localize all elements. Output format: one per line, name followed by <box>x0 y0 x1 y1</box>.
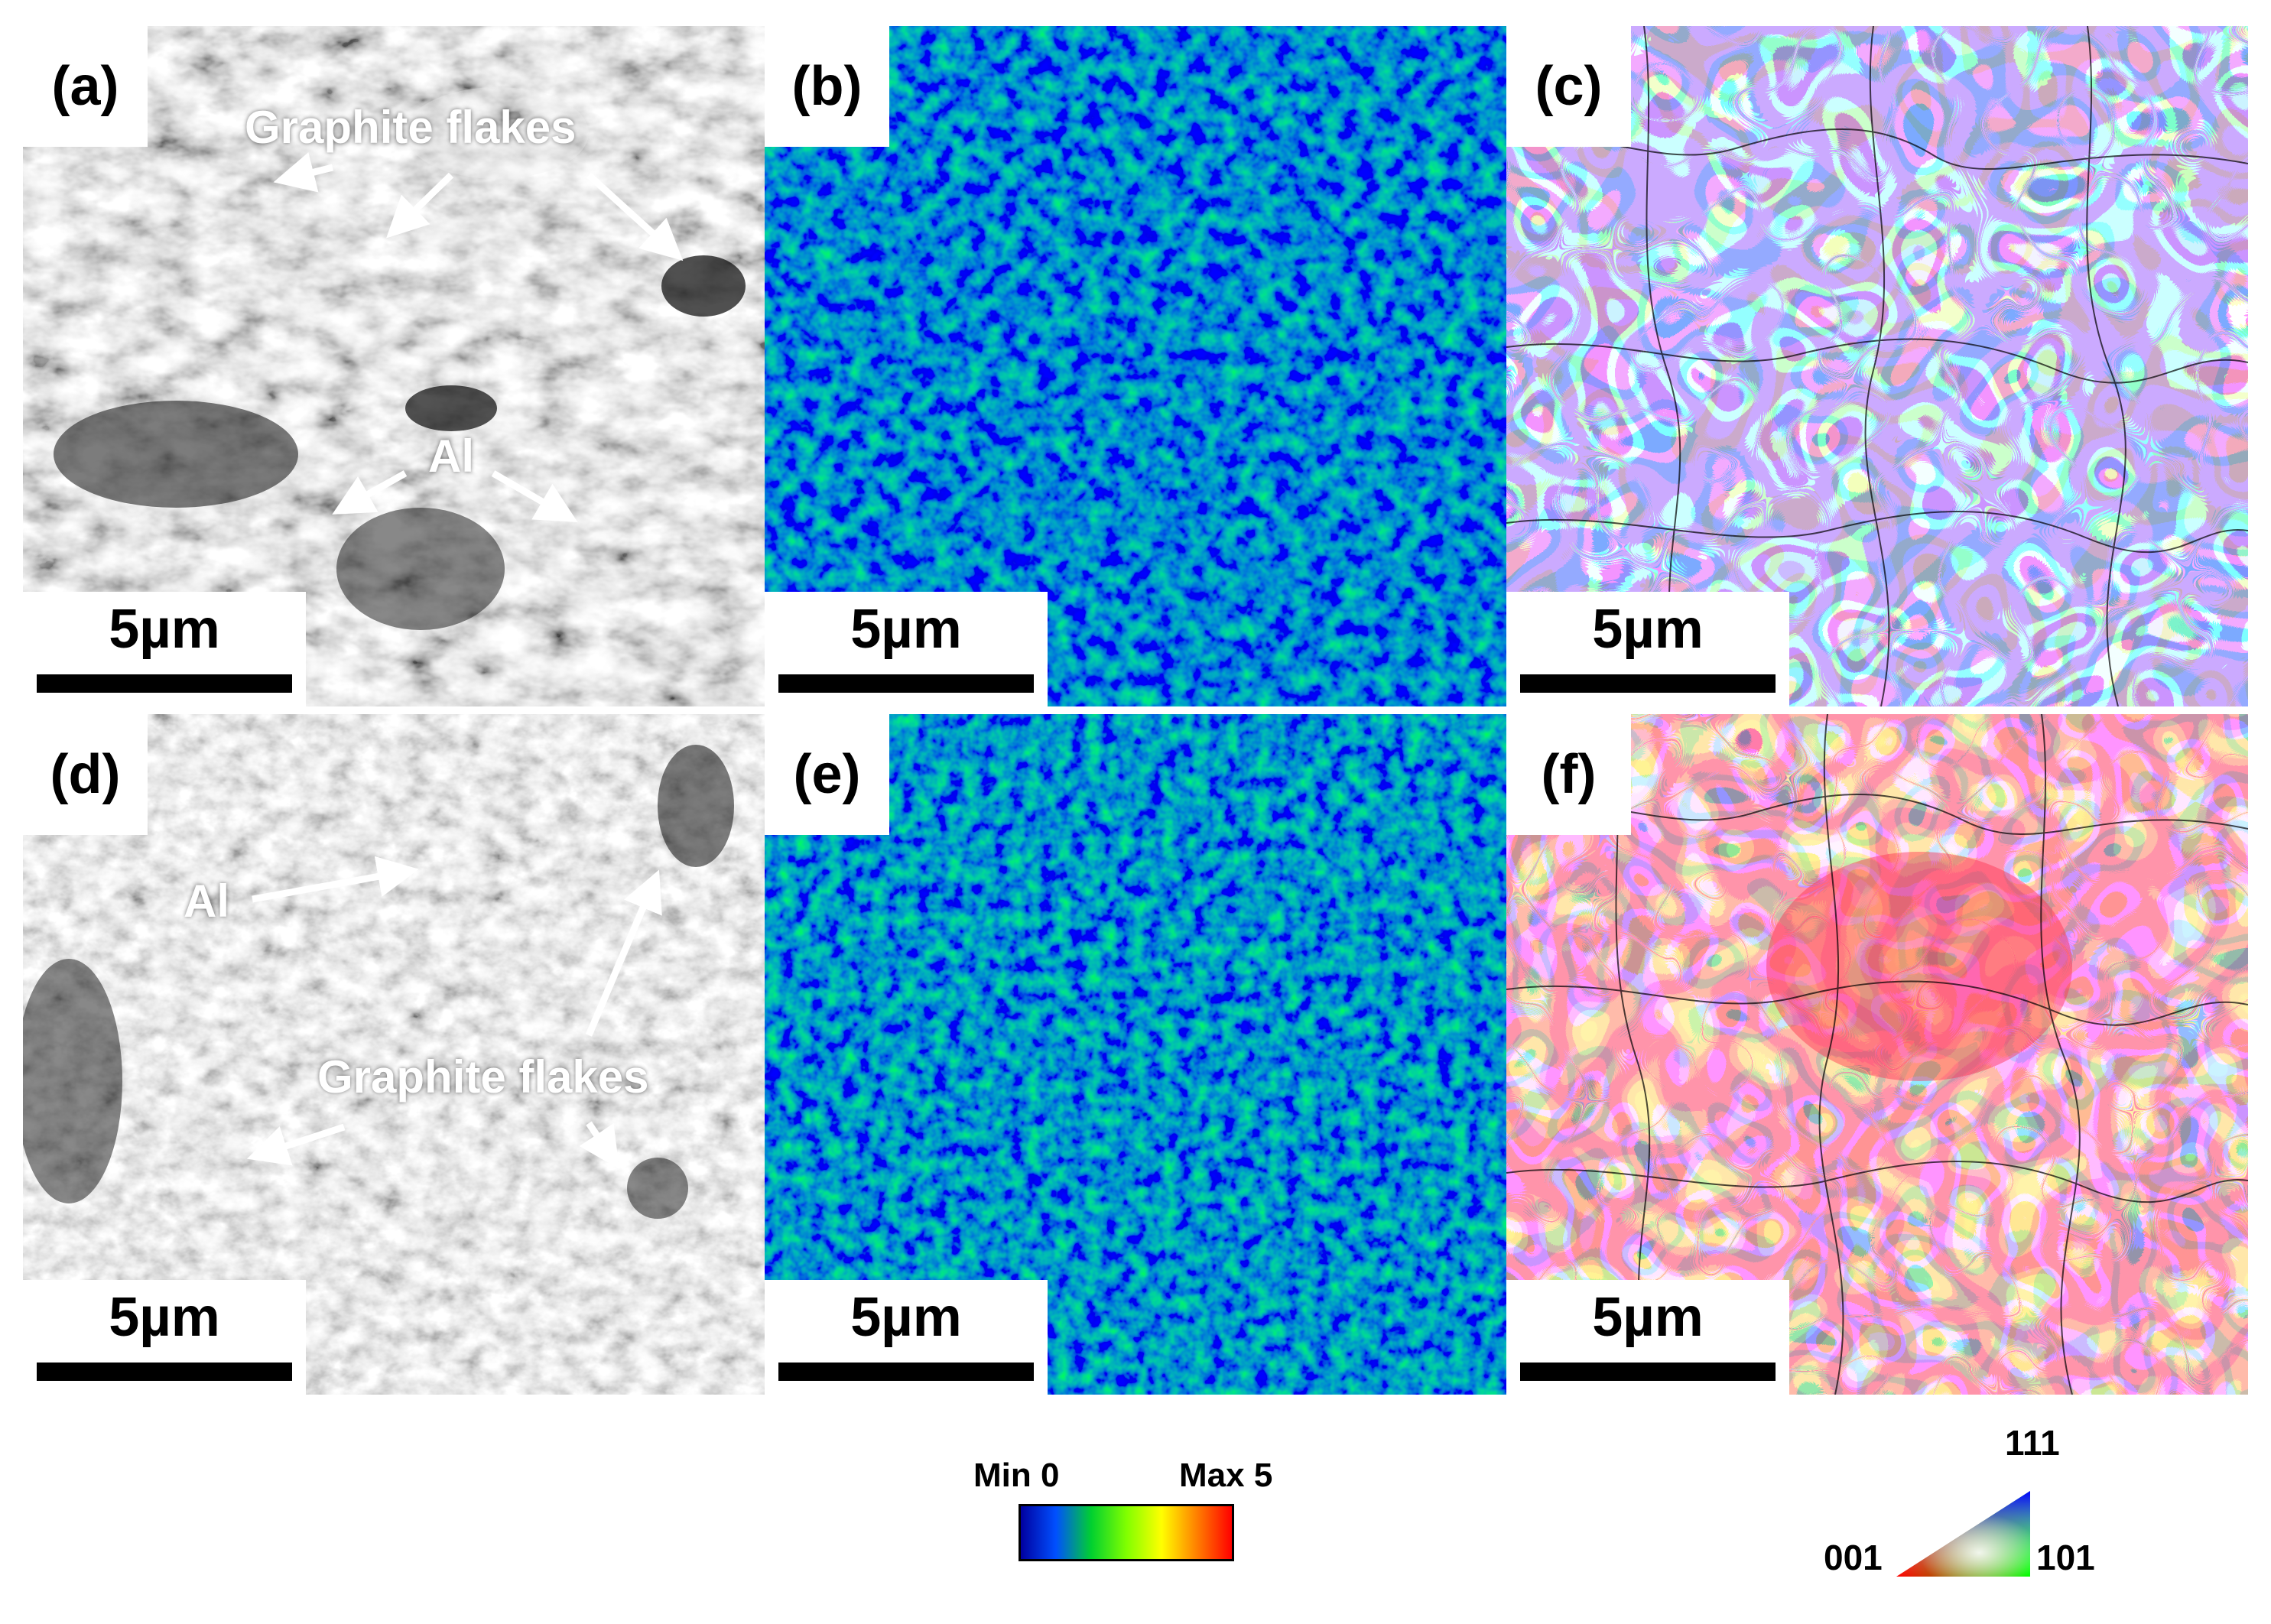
scale-bar-b: 5µm <box>765 592 1048 706</box>
panel-label-c: (c) <box>1506 26 1631 147</box>
scale-bar-label: 5µm <box>1592 1287 1704 1348</box>
annotation-graphite-flakes: Graphite flakes <box>245 102 577 153</box>
annotation-al: Al <box>428 430 474 482</box>
scale-bar-line <box>778 1363 1034 1381</box>
panel-f-ipf-map: (f) 5µm <box>1506 714 2248 1395</box>
kam-colorbar-legend: Min 0 Max 5 <box>971 1457 1292 1579</box>
scale-bar-label: 5µm <box>109 1287 220 1348</box>
scale-bar-label: 5µm <box>850 599 962 660</box>
panel-label-f: (f) <box>1506 714 1631 835</box>
scale-bar-label: 5µm <box>109 599 220 660</box>
annotation-graphite-flakes: Graphite flakes <box>317 1051 649 1103</box>
annotation-arrows-a <box>273 152 684 523</box>
panel-label-e: (e) <box>765 714 889 835</box>
panel-b-kam-map: (b) 5µm <box>765 26 1506 706</box>
ipf-triangle <box>1896 1491 2030 1577</box>
scale-bar-label: 5µm <box>1592 599 1704 660</box>
panel-c-ipf-map: (c) 5µm <box>1506 26 2248 706</box>
panel-a-sem-image: (a) Graphite flakes Al 5µm <box>23 26 765 706</box>
ipf-key-101-label: 101 <box>2036 1538 2095 1577</box>
scale-bar-line <box>37 674 292 693</box>
scale-bar-f: 5µm <box>1506 1280 1789 1395</box>
annotation-al: Al <box>184 875 229 927</box>
panel-d-sem-image: (d) Al Graphite flakes 5µm <box>23 714 765 1395</box>
ipf-key-111-label: 111 <box>2005 1423 2060 1463</box>
scale-bar-e: 5µm <box>765 1280 1048 1395</box>
panel-label-d: (d) <box>23 714 148 835</box>
scale-bar-line <box>1520 674 1776 693</box>
scale-bar-a: 5µm <box>23 592 306 706</box>
colorbar-min-label: Min 0 <box>973 1457 1060 1494</box>
scale-bar-d: 5µm <box>23 1280 306 1395</box>
ipf-key-001-label: 001 <box>1824 1538 1883 1577</box>
panel-label-a: (a) <box>23 26 148 147</box>
panel-label-b: (b) <box>765 26 889 147</box>
colorbar-gradient <box>1019 1504 1234 1561</box>
scale-bar-line <box>37 1363 292 1381</box>
scale-bar-line <box>778 674 1034 693</box>
colorbar-max-label: Max 5 <box>1179 1457 1273 1494</box>
annotation-arrows-d <box>246 856 662 1169</box>
scale-bar-line <box>1520 1363 1776 1381</box>
panel-e-kam-map: (e) 5µm <box>765 714 1506 1395</box>
scale-bar-label: 5µm <box>850 1287 962 1348</box>
ipf-color-key: 111 001 101 <box>1812 1422 2133 1606</box>
scale-bar-c: 5µm <box>1506 592 1789 706</box>
